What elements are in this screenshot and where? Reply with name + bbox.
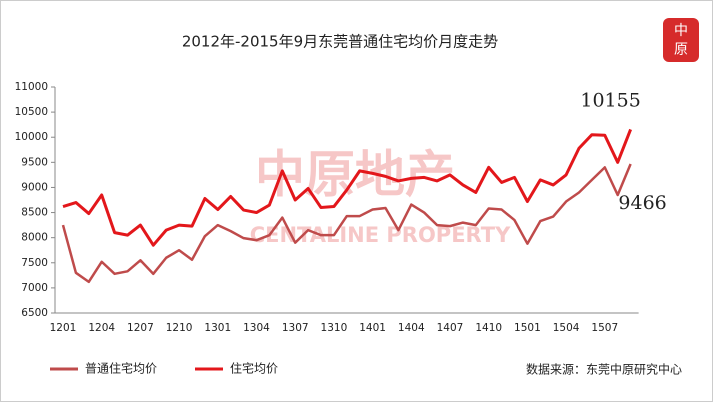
x-tick-label: 1207: [127, 322, 154, 334]
annotation: 10155: [580, 89, 640, 111]
y-tick-label: 9000: [21, 181, 48, 193]
y-tick-label: 7500: [21, 257, 48, 269]
x-tick-label: 1407: [437, 322, 464, 334]
logo: [663, 18, 699, 62]
x-tick-label: 1507: [591, 322, 618, 334]
x-tick-label: 1404: [398, 322, 425, 334]
watermark: 中原地产: [255, 146, 455, 204]
x-tick-label: 1304: [243, 322, 270, 334]
logo-text: 中: [674, 23, 688, 39]
x-tick-label: 1204: [88, 322, 115, 334]
y-tick-label: 10000: [15, 131, 48, 143]
series-line: [61, 163, 632, 284]
annotation: 9466: [618, 192, 666, 214]
y-tick-label: 10500: [15, 106, 48, 118]
x-tick-label: 1501: [514, 322, 541, 334]
x-tick-label: 1410: [475, 322, 502, 334]
x-tick-label: 1401: [359, 322, 386, 334]
x-tick-label: 1504: [553, 322, 580, 334]
x-tick-label: 1307: [282, 322, 309, 334]
y-tick-label: 7000: [21, 282, 48, 294]
x-tick-label: 1310: [321, 322, 348, 334]
series-line: [62, 128, 632, 247]
x-tick-label: 1201: [50, 322, 77, 334]
legend-label: 住宅均价: [230, 361, 278, 376]
x-tick-label: 1301: [204, 322, 231, 334]
y-tick-label: 6500: [21, 307, 48, 319]
source: 数据来源：东莞中原研究中心: [526, 362, 682, 377]
y-tick-label: 11000: [15, 81, 48, 93]
y-tick-label: 9500: [21, 156, 48, 168]
legend-label: 普通住宅均价: [85, 361, 157, 376]
y-tick-label: 8500: [21, 207, 48, 219]
y-tick-label: 8000: [21, 232, 48, 244]
logo-text: 原: [674, 42, 688, 58]
watermark: CENTALINE PROPERTY: [250, 223, 511, 247]
x-tick-label: 1210: [166, 322, 193, 334]
chart-title: 2012年-2015年9月东莞普通住宅均价月度走势: [182, 33, 498, 51]
